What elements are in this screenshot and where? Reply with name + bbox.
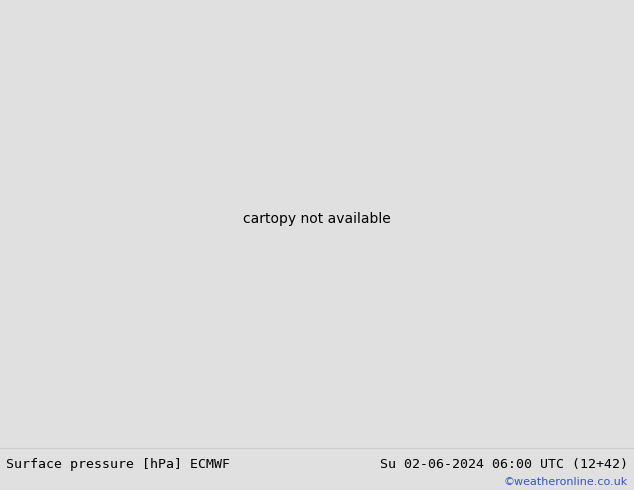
Text: cartopy not available: cartopy not available	[243, 213, 391, 226]
Text: Surface pressure [hPa] ECMWF: Surface pressure [hPa] ECMWF	[6, 458, 230, 470]
Text: Su 02-06-2024 06:00 UTC (12+42): Su 02-06-2024 06:00 UTC (12+42)	[380, 458, 628, 470]
Text: ©weatheronline.co.uk: ©weatheronline.co.uk	[503, 477, 628, 487]
